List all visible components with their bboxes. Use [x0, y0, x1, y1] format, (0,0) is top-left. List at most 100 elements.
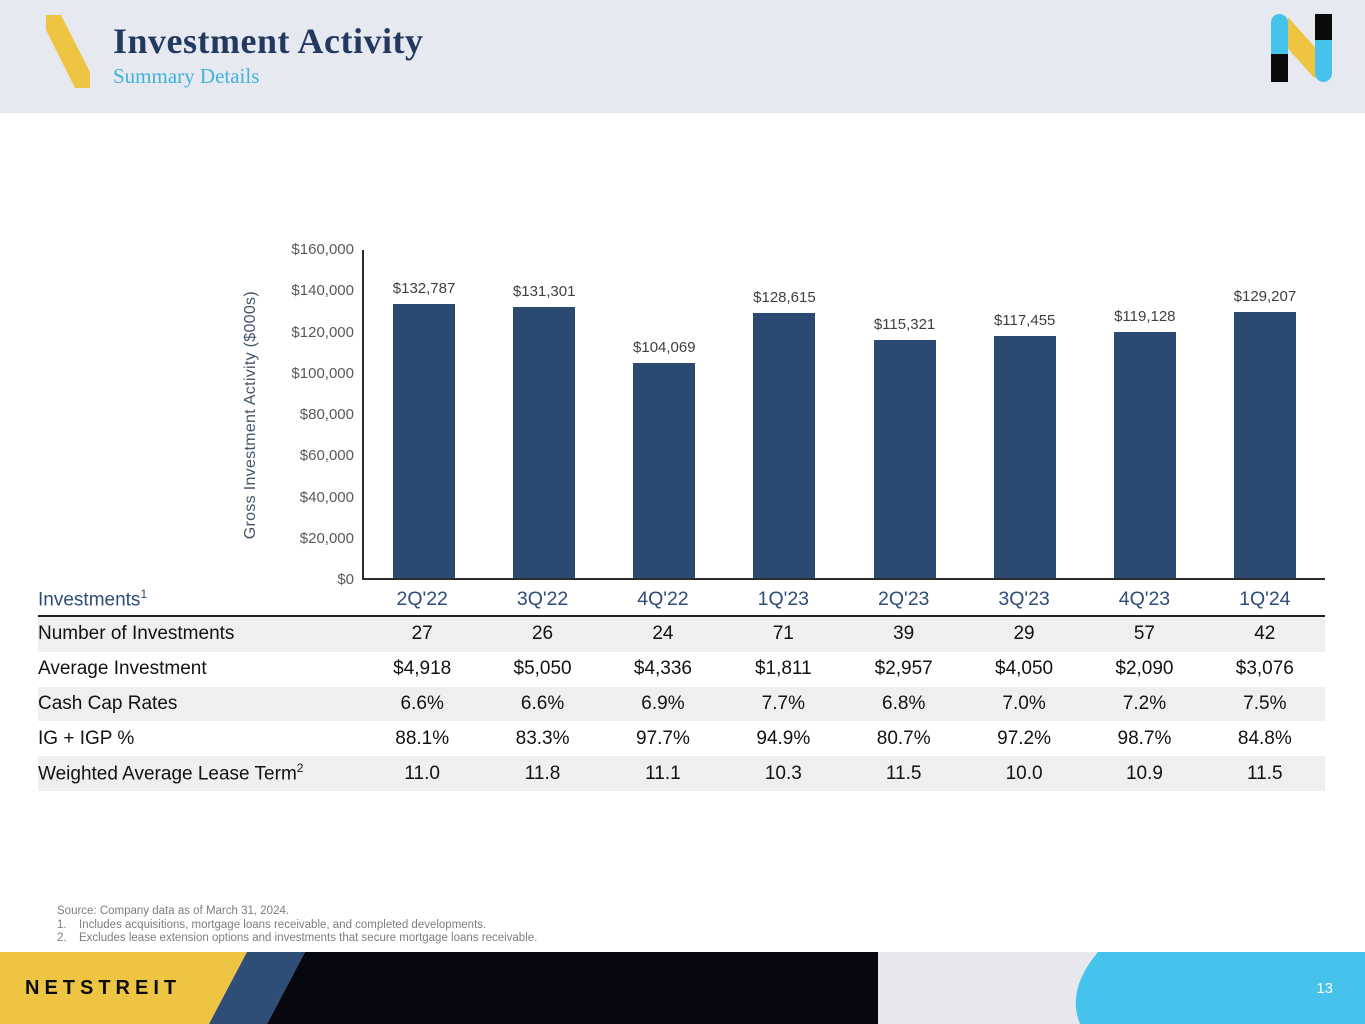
table-cell: 11.5 — [885, 762, 922, 784]
table-cell: 7.5% — [1243, 692, 1287, 714]
table-cell: 98.7% — [1117, 727, 1172, 749]
row-label: Weighted Average Lease Term2 — [38, 761, 304, 785]
y-axis-tick-labels: $0 $20,000 $40,000 $60,000 $80,000 $100,000 $1… — [268, 241, 354, 588]
table-cell: 11.0 — [404, 762, 440, 784]
table-cell: 27 — [411, 623, 433, 645]
table-cell: 97.7% — [636, 727, 690, 749]
bar-4Q'22 — [633, 363, 696, 578]
bar-value-label: $104,069 — [633, 339, 696, 356]
footnote-2: 2. Excludes lease extension options and i… — [57, 932, 538, 944]
bar-value-label: $117,455 — [993, 312, 1056, 329]
y-tick-label: $80,000 — [299, 406, 354, 423]
row-label: Number of Investments — [38, 623, 235, 645]
investments-table: Investments1 2Q'22 3Q'22 4Q'22 1Q'23 2Q'23 3Q… — [38, 584, 1325, 791]
footnote-1: 1. Includes acquisitions, mortgage loans … — [57, 918, 487, 931]
table-cell: 7.7% — [761, 692, 805, 714]
bar-value-label: $115,321 — [873, 316, 936, 333]
bar-value-label: $132,787 — [392, 280, 456, 297]
footer-ribbon — [0, 952, 1365, 1024]
table-cell: 10.0 — [1005, 762, 1043, 784]
page-title: Investment Activity — [113, 21, 424, 61]
column-header: 3Q'23 — [998, 588, 1050, 610]
row-label: Cash Cap Rates — [38, 692, 178, 714]
table-cell: 29 — [1013, 623, 1035, 645]
column-header: 1Q'24 — [1239, 588, 1291, 610]
table-cell: 26 — [531, 623, 554, 645]
bar-1Q'23 — [753, 313, 816, 578]
table-cell: 88.1% — [395, 727, 450, 749]
table-cell: $5,050 — [513, 658, 572, 680]
bar-slot: $117,455 — [965, 250, 1085, 578]
table-cell: 6.6% — [400, 692, 444, 714]
row-label: Average Investment — [38, 658, 207, 680]
bar-3Q'23 — [993, 336, 1056, 578]
bar-slot: $119,128 — [1085, 250, 1205, 578]
column-header: 2Q'23 — [877, 588, 930, 610]
table-cell: $3,076 — [1235, 658, 1294, 680]
bar-2Q'22 — [393, 304, 456, 578]
plot-area: $132,787 $131,301 $104,069 $128,615 $115,321… — [362, 250, 1325, 580]
table-cell: 6.8% — [882, 692, 926, 714]
table-cell: 42 — [1254, 623, 1276, 645]
y-tick-label: $60,000 — [299, 447, 354, 465]
title-block: Investment Activity Summary Details — [113, 21, 423, 89]
bar-value-label: $129,207 — [1233, 288, 1297, 305]
bar-slot: $131,301 — [484, 250, 604, 578]
table-cell: 10.3 — [764, 762, 802, 784]
y-tick-label: $120,000 — [291, 323, 354, 341]
table-cell: 24 — [652, 623, 674, 645]
table-cell: 6.9% — [641, 692, 685, 714]
table-cell: $2,957 — [874, 658, 933, 680]
bar-slot: $104,069 — [604, 250, 724, 578]
table-cell: 84.8% — [1237, 727, 1292, 749]
bar-slot: $115,321 — [845, 250, 965, 578]
column-header: 2Q'22 — [396, 588, 448, 610]
column-header: 1Q'23 — [757, 588, 810, 610]
table-cell: 97.2% — [997, 727, 1051, 749]
y-tick-label: $20,000 — [299, 529, 354, 547]
y-axis-title: Gross Investment Activity ($000s) — [242, 290, 259, 540]
table-cell: 11.1 — [645, 762, 681, 784]
table-cell: 7.0% — [1002, 692, 1046, 714]
table-cell: 80.7% — [876, 727, 931, 749]
table-row: Weighted Average Lease Term2 11.0 11.8 11.1… — [38, 756, 1325, 791]
table-cell: 10.9 — [1125, 762, 1163, 784]
column-header: 3Q'22 — [516, 588, 569, 610]
y-tick-label: $140,000 — [291, 282, 354, 300]
table-cell: $2,090 — [1115, 658, 1174, 680]
table-cell: 11.5 — [1247, 762, 1283, 784]
column-header: 4Q'23 — [1118, 588, 1171, 610]
bar-1Q'24 — [1233, 312, 1296, 578]
table-cell: $4,336 — [633, 658, 692, 680]
y-tick-label: $40,000 — [299, 488, 354, 506]
netstreit-n-logo-icon — [1271, 14, 1332, 82]
table-row: Number of Investments 27 26 24 71 39 29 57 42 — [38, 617, 1325, 652]
bar-slot: $129,207 — [1205, 250, 1325, 578]
table-body: Number of Investments 27 26 24 71 39 29 57 42 Ave… — [38, 617, 1325, 791]
table-cell: 71 — [772, 623, 794, 645]
table-title: Investments1 — [38, 587, 148, 611]
bar-slot: $128,615 — [724, 250, 844, 578]
table-cell: 57 — [1133, 623, 1155, 645]
table-cell: 94.9% — [756, 727, 811, 749]
bar-2Q'23 — [873, 340, 936, 578]
table-row: Average Investment $4,918 $5,050 $4,336 $1,8… — [38, 651, 1325, 687]
brand-chevron-icon — [46, 15, 90, 88]
y-tick-label: $160,000 — [291, 241, 354, 258]
slide-header: Investment Activity Summary Details — [0, 0, 1365, 113]
table-header-row: Investments1 2Q'22 3Q'22 4Q'22 1Q'23 2Q'23 3Q… — [38, 584, 1325, 617]
table-row: IG + IGP % 88.1% 83.3% 97.7% 94.9% 80.7% 97.2%… — [38, 721, 1325, 757]
bar-4Q'23 — [1113, 332, 1176, 578]
table-cell: $4,918 — [393, 658, 452, 680]
y-tick-label: $100,000 — [291, 364, 354, 382]
footnotes: Source: Company data as of March 31, 202… — [57, 905, 537, 946]
table-cell: 39 — [893, 623, 915, 645]
bar-value-label: $128,615 — [753, 289, 816, 306]
column-header: 4Q'22 — [637, 588, 689, 610]
source-note: Source: Company data as of March 31, 202… — [57, 905, 290, 917]
row-label: IG + IGP % — [38, 727, 135, 749]
table-cell: 11.8 — [524, 762, 561, 784]
page-subtitle: Summary Details — [113, 64, 260, 88]
